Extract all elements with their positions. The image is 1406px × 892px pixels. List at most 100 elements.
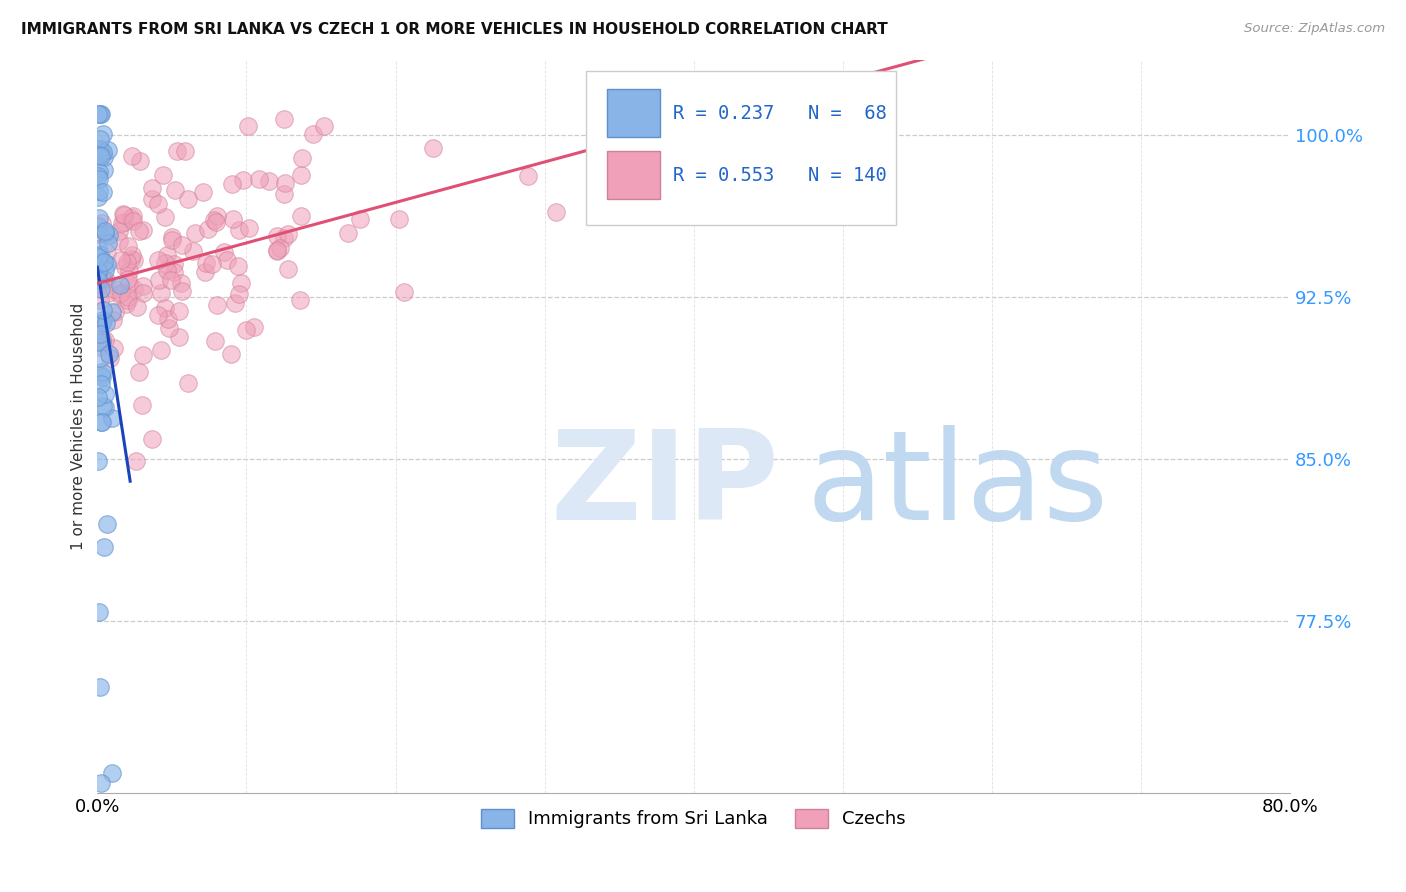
Point — [388, 212, 411, 227]
Point — [117, 271, 139, 285]
Point — [87, 334, 110, 349]
Point — [90, 149, 112, 163]
Point — [91, 399, 114, 413]
Point — [87, 189, 110, 203]
Point — [91, 303, 114, 318]
Point — [94, 400, 117, 414]
Point — [90, 316, 112, 330]
Point — [91, 127, 114, 141]
Point — [222, 211, 245, 226]
Point — [149, 343, 172, 358]
Point — [104, 305, 127, 319]
Point — [90, 775, 112, 789]
Point — [103, 341, 125, 355]
Point — [266, 243, 288, 257]
Point — [91, 370, 114, 384]
Point — [117, 293, 139, 307]
Point — [202, 212, 225, 227]
Point — [238, 221, 260, 235]
Point — [205, 298, 228, 312]
Point — [131, 279, 153, 293]
Point — [273, 230, 295, 244]
FancyBboxPatch shape — [586, 70, 897, 225]
Point — [114, 296, 136, 310]
Point — [228, 222, 250, 236]
Point — [349, 212, 371, 227]
Point — [89, 227, 111, 241]
Point — [131, 348, 153, 362]
Point — [288, 293, 311, 308]
Point — [93, 272, 115, 286]
Point — [93, 333, 115, 347]
Point — [87, 172, 110, 186]
Point — [152, 168, 174, 182]
Point — [224, 296, 246, 310]
Point — [156, 263, 179, 277]
Point — [160, 230, 183, 244]
Point — [89, 148, 111, 162]
Point — [170, 285, 193, 299]
Point — [94, 262, 117, 277]
Point — [290, 209, 312, 223]
Point — [108, 224, 131, 238]
Text: atlas: atlas — [807, 425, 1109, 546]
Point — [87, 106, 110, 120]
Point — [98, 347, 121, 361]
Point — [108, 234, 131, 248]
Point — [93, 387, 115, 401]
Point — [94, 226, 117, 240]
Point — [266, 228, 288, 243]
Point — [181, 244, 204, 259]
Point — [122, 252, 145, 267]
Point — [111, 216, 134, 230]
Point — [121, 149, 143, 163]
Point — [128, 224, 150, 238]
Text: R = 0.237   N =  68: R = 0.237 N = 68 — [673, 103, 887, 123]
Point — [87, 184, 110, 198]
Point — [89, 317, 111, 331]
Point — [131, 398, 153, 412]
Point — [207, 209, 229, 223]
Point — [87, 242, 110, 256]
Point — [167, 304, 190, 318]
Point — [87, 264, 110, 278]
Point — [337, 227, 360, 241]
Point — [89, 248, 111, 262]
Point — [173, 145, 195, 159]
Point — [93, 162, 115, 177]
Point — [110, 278, 132, 293]
Point — [170, 276, 193, 290]
Point — [97, 235, 120, 250]
Point — [90, 332, 112, 346]
Point — [101, 411, 124, 425]
Point — [302, 128, 325, 142]
Point — [98, 351, 121, 366]
Point — [156, 312, 179, 326]
Point — [228, 259, 250, 273]
Point — [97, 286, 120, 301]
Bar — [606, 89, 661, 136]
Point — [153, 256, 176, 270]
Point — [516, 169, 538, 183]
Point — [101, 313, 124, 327]
Point — [274, 176, 297, 190]
Point — [103, 282, 125, 296]
Point — [101, 765, 124, 780]
Point — [96, 245, 118, 260]
Point — [89, 144, 111, 158]
Point — [273, 187, 295, 202]
Point — [91, 145, 114, 160]
Point — [91, 335, 114, 350]
Point — [89, 340, 111, 354]
Point — [157, 321, 180, 335]
Point — [291, 151, 314, 165]
Point — [312, 119, 335, 133]
Point — [98, 227, 121, 242]
Point — [214, 245, 236, 260]
Point — [195, 256, 218, 270]
Point — [269, 241, 291, 255]
Text: R = 0.553   N = 140: R = 0.553 N = 140 — [673, 166, 887, 185]
Point — [90, 415, 112, 429]
Point — [86, 264, 108, 278]
Point — [150, 286, 173, 301]
